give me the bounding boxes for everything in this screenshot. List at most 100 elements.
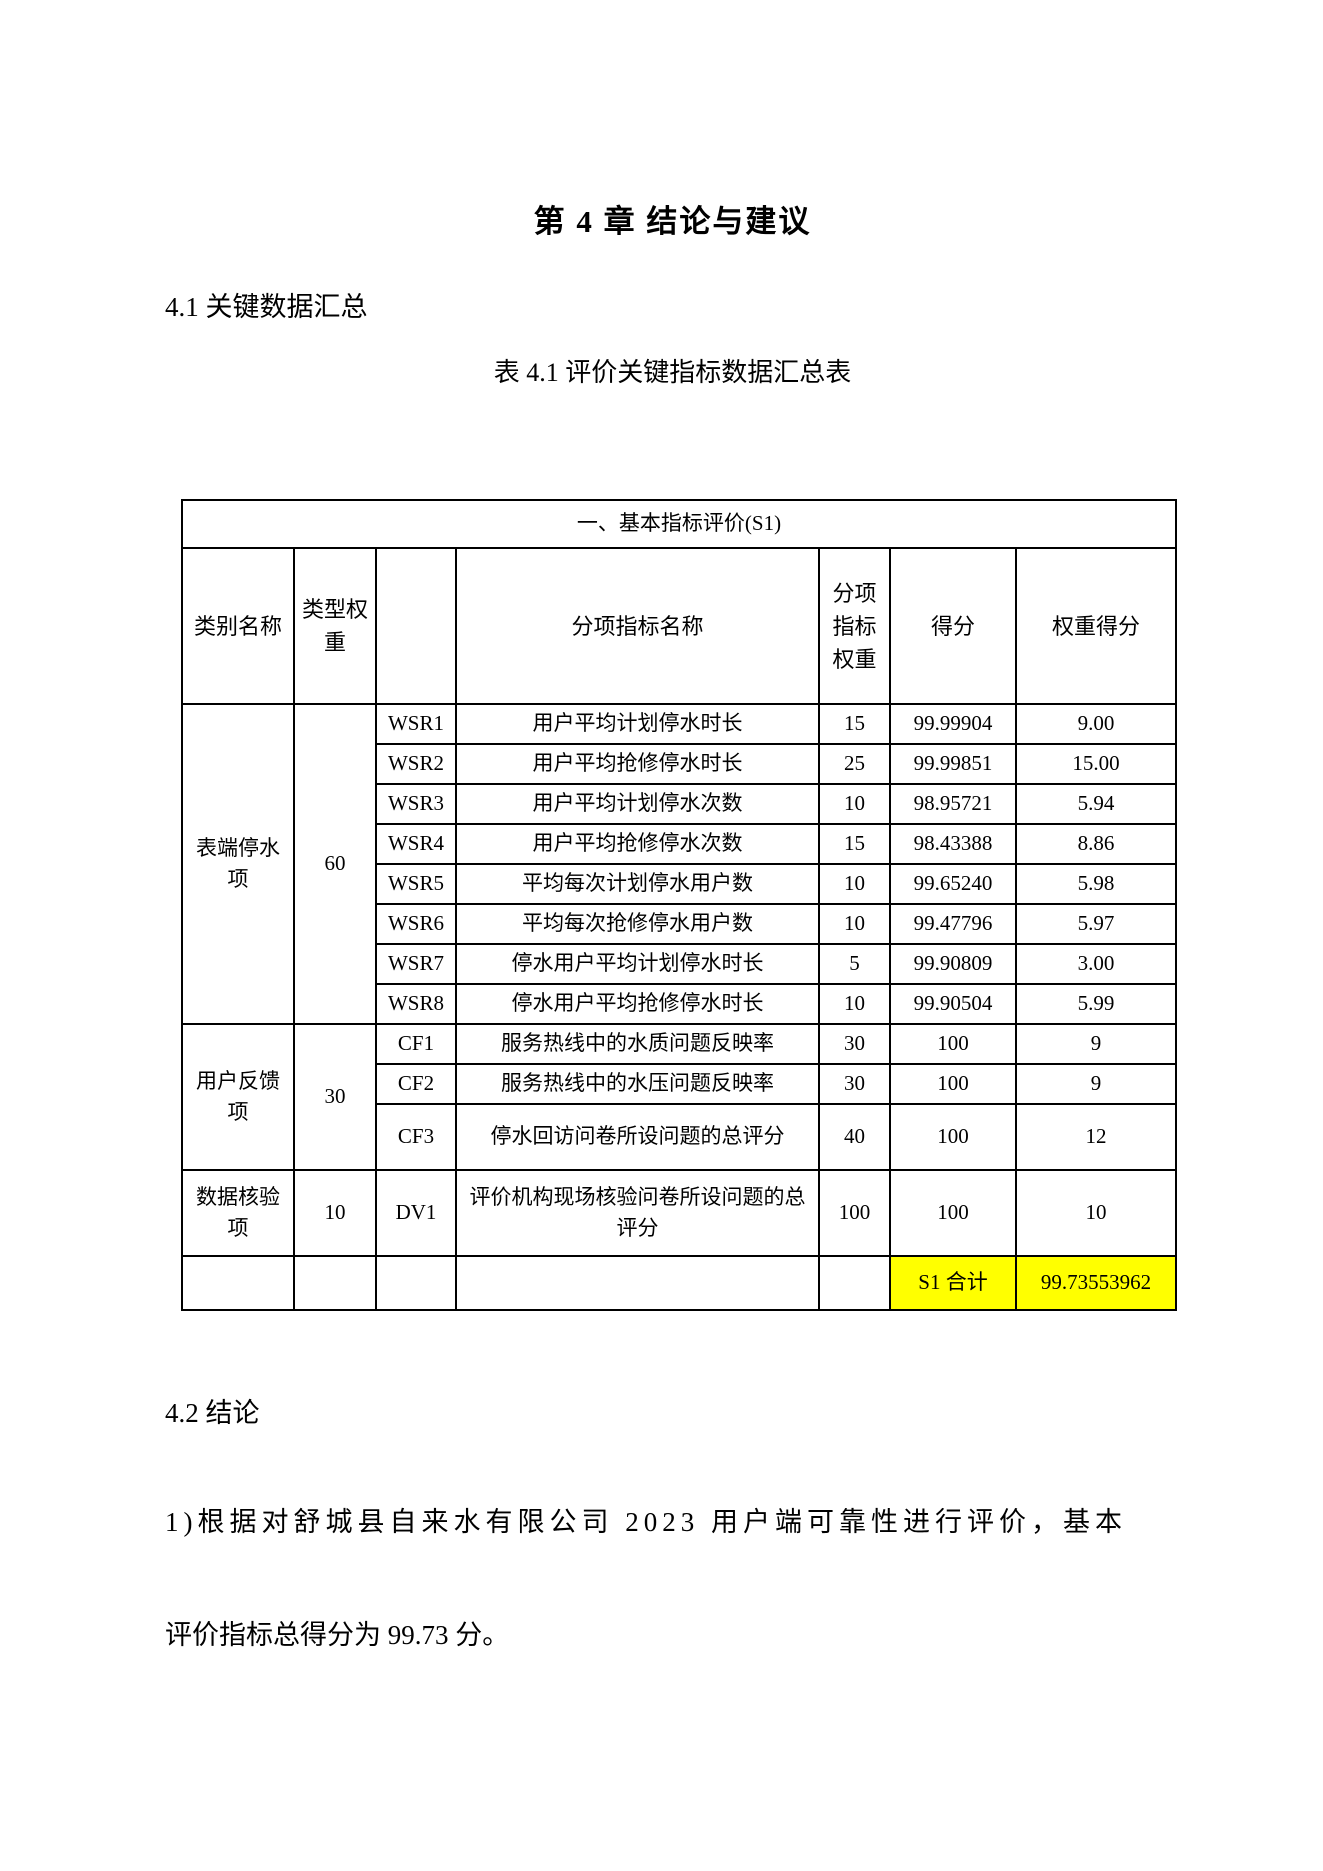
cell-sub-weight: 15 <box>818 823 891 865</box>
total-value-cell: 99.73553962 <box>1014 1255 1178 1311</box>
conclusion-line: 评价指标总得分为 99.73 分。 <box>165 1620 510 1650</box>
table-row: CF3 停水回访问卷所设问题的总评分 40 100 12 <box>182 1103 1178 1171</box>
table-row: WSR2 用户平均抢修停水时长 25 99.99851 15.00 <box>182 743 1178 785</box>
cell-code: CF2 <box>375 1063 457 1105</box>
cell-score: 100 <box>889 1103 1017 1171</box>
table-caption: 表 4.1 评价关键指标数据汇总表 <box>493 358 852 387</box>
cell-score: 99.99904 <box>889 703 1017 745</box>
cell-type-weight: 60 <box>293 703 377 1025</box>
column-header: 类型权重 <box>293 547 377 705</box>
cell-empty <box>375 1255 457 1311</box>
table-row: 数据核验项 10 DV1 评价机构现场核验问卷所设问题的总评分 100 100 10 <box>181 1169 1178 1257</box>
cell-score: 99.47796 <box>889 903 1017 945</box>
table-total-row: S1 合计 99.73553962 <box>181 1255 1178 1311</box>
column-header: 分项指标权重 <box>818 547 891 705</box>
cell-indicator-name: 停水回访问卷所设问题的总评分 <box>455 1103 820 1171</box>
cell-score: 99.99851 <box>889 743 1017 785</box>
cell-weighted-score: 12 <box>1014 1103 1178 1171</box>
column-header: 得分 <box>889 547 1017 705</box>
cell-code: DV1 <box>375 1169 457 1257</box>
cell-indicator-name: 平均每次抢修停水用户数 <box>455 903 820 945</box>
cell-score: 100 <box>889 1169 1017 1257</box>
chapter-title: 第 4 章 结论与建议 <box>533 204 812 239</box>
cell-score: 98.43388 <box>889 823 1017 865</box>
table-row: WSR8 停水用户平均抢修停水时长 10 99.90504 5.99 <box>182 983 1178 1025</box>
cell-weighted-score: 9 <box>1014 1023 1178 1065</box>
cell-indicator-name: 停水用户平均抢修停水时长 <box>455 983 820 1025</box>
column-header: 类别名称 <box>181 547 295 705</box>
cell-indicator-name: 评价机构现场核验问卷所设问题的总评分 <box>455 1169 820 1257</box>
cell-sub-weight: 10 <box>818 863 891 905</box>
cell-code: WSR6 <box>375 903 457 945</box>
table-row: WSR5 平均每次计划停水用户数 10 99.65240 5.98 <box>182 863 1178 905</box>
cell-score: 99.65240 <box>889 863 1017 905</box>
cell-weighted-score: 5.97 <box>1014 903 1178 945</box>
summary-table-body: 一、基本指标评价(S1) 类别名称 类型权重 分项指标名称 分项指标权重 得分 权重得分 表端… <box>180 499 1178 1311</box>
document-page: 第 4 章 结论与建议 4.1 关键数据汇总 表 4.1 评价关键指标数据汇总表… <box>165 204 1180 1692</box>
table-row: WSR3 用户平均计划停水次数 10 98.95721 5.94 <box>182 783 1178 825</box>
cell-type-weight: 10 <box>293 1169 377 1257</box>
cell-code: WSR8 <box>375 983 457 1025</box>
cell-weighted-score: 9 <box>1014 1063 1178 1105</box>
cell-weighted-score: 5.99 <box>1014 983 1178 1025</box>
cell-score: 100 <box>889 1023 1017 1065</box>
section-heading-4-1: 4.1 关键数据汇总 <box>165 292 368 322</box>
cell-indicator-name: 平均每次计划停水用户数 <box>455 863 820 905</box>
cell-weighted-score: 9.00 <box>1014 703 1178 745</box>
cell-empty <box>181 1255 295 1311</box>
cell-weighted-score: 3.00 <box>1014 943 1178 985</box>
cell-code: WSR4 <box>375 823 457 865</box>
cell-code: WSR7 <box>375 943 457 985</box>
column-header <box>375 547 457 705</box>
cell-code: CF3 <box>375 1103 457 1171</box>
table-header-row: 类别名称 类型权重 分项指标名称 分项指标权重 得分 权重得分 <box>181 547 1178 705</box>
column-header: 权重得分 <box>1014 547 1178 705</box>
table-row: WSR4 用户平均抢修停水次数 15 98.43388 8.86 <box>182 823 1178 865</box>
column-header: 分项指标名称 <box>455 547 820 705</box>
cell-empty <box>293 1255 377 1311</box>
cell-sub-weight: 10 <box>818 783 891 825</box>
cell-code: WSR3 <box>375 783 457 825</box>
total-label-cell: S1 合计 <box>889 1255 1017 1311</box>
cell-sub-weight: 5 <box>818 943 891 985</box>
cell-indicator-name: 用户平均计划停水时长 <box>455 703 820 745</box>
table-section-title-row: 一、基本指标评价(S1) <box>180 499 1178 549</box>
cell-indicator-name: 用户平均抢修停水次数 <box>455 823 820 865</box>
cell-sub-weight: 10 <box>818 903 891 945</box>
cell-category: 用户反馈项 <box>181 1023 295 1171</box>
cell-type-weight: 30 <box>293 1023 377 1171</box>
conclusion-line: 1)根据对舒城县自来水有限公司 2023 用户端可靠性进行评价，基本 <box>165 1507 1127 1537</box>
cell-score: 99.90809 <box>889 943 1017 985</box>
cell-code: WSR1 <box>375 703 457 745</box>
cell-indicator-name: 服务热线中的水压问题反映率 <box>455 1063 820 1105</box>
cell-code: CF1 <box>375 1023 457 1065</box>
cell-code: WSR2 <box>375 743 457 785</box>
section-heading-4-2: 4.2 结论 <box>165 1398 260 1428</box>
cell-sub-weight: 100 <box>818 1169 891 1257</box>
cell-sub-weight: 40 <box>818 1103 891 1171</box>
table-row: 用户反馈项 30 CF1 服务热线中的水质问题反映率 30 100 9 <box>181 1023 1178 1171</box>
cell-category: 数据核验项 <box>181 1169 295 1257</box>
table-row: 表端停水项 60 WSR1 用户平均计划停水时长 15 99.99904 9.00 <box>181 703 1178 1025</box>
cell-sub-weight: 15 <box>818 703 891 745</box>
cell-sub-weight: 30 <box>818 1023 891 1065</box>
cell-weighted-score: 15.00 <box>1014 743 1178 785</box>
cell-indicator-name: 停水用户平均计划停水时长 <box>455 943 820 985</box>
cell-empty <box>455 1255 820 1311</box>
cell-weighted-score: 5.94 <box>1014 783 1178 825</box>
cell-sub-weight: 10 <box>818 983 891 1025</box>
conclusion-paragraph: 1)根据对舒城县自来水有限公司 2023 用户端可靠性进行评价，基本 评价指标总… <box>165 1466 1180 1692</box>
cell-weighted-score: 8.86 <box>1014 823 1178 865</box>
table-row: WSR6 平均每次抢修停水用户数 10 99.47796 5.97 <box>182 903 1178 945</box>
table-section-title: 一、基本指标评价(S1) <box>180 499 1178 549</box>
cell-score: 99.90504 <box>889 983 1017 1025</box>
cell-sub-weight: 30 <box>818 1063 891 1105</box>
summary-table: 一、基本指标评价(S1) 类别名称 类型权重 分项指标名称 分项指标权重 得分 权重得分 表端… <box>180 499 1178 1311</box>
cell-weighted-score: 10 <box>1014 1169 1178 1257</box>
cell-indicator-name: 服务热线中的水质问题反映率 <box>455 1023 820 1065</box>
cell-indicator-name: 用户平均抢修停水时长 <box>455 743 820 785</box>
cell-weighted-score: 5.98 <box>1014 863 1178 905</box>
table-row: WSR7 停水用户平均计划停水时长 5 99.90809 3.00 <box>182 943 1178 985</box>
cell-empty <box>818 1255 891 1311</box>
cell-score: 98.95721 <box>889 783 1017 825</box>
